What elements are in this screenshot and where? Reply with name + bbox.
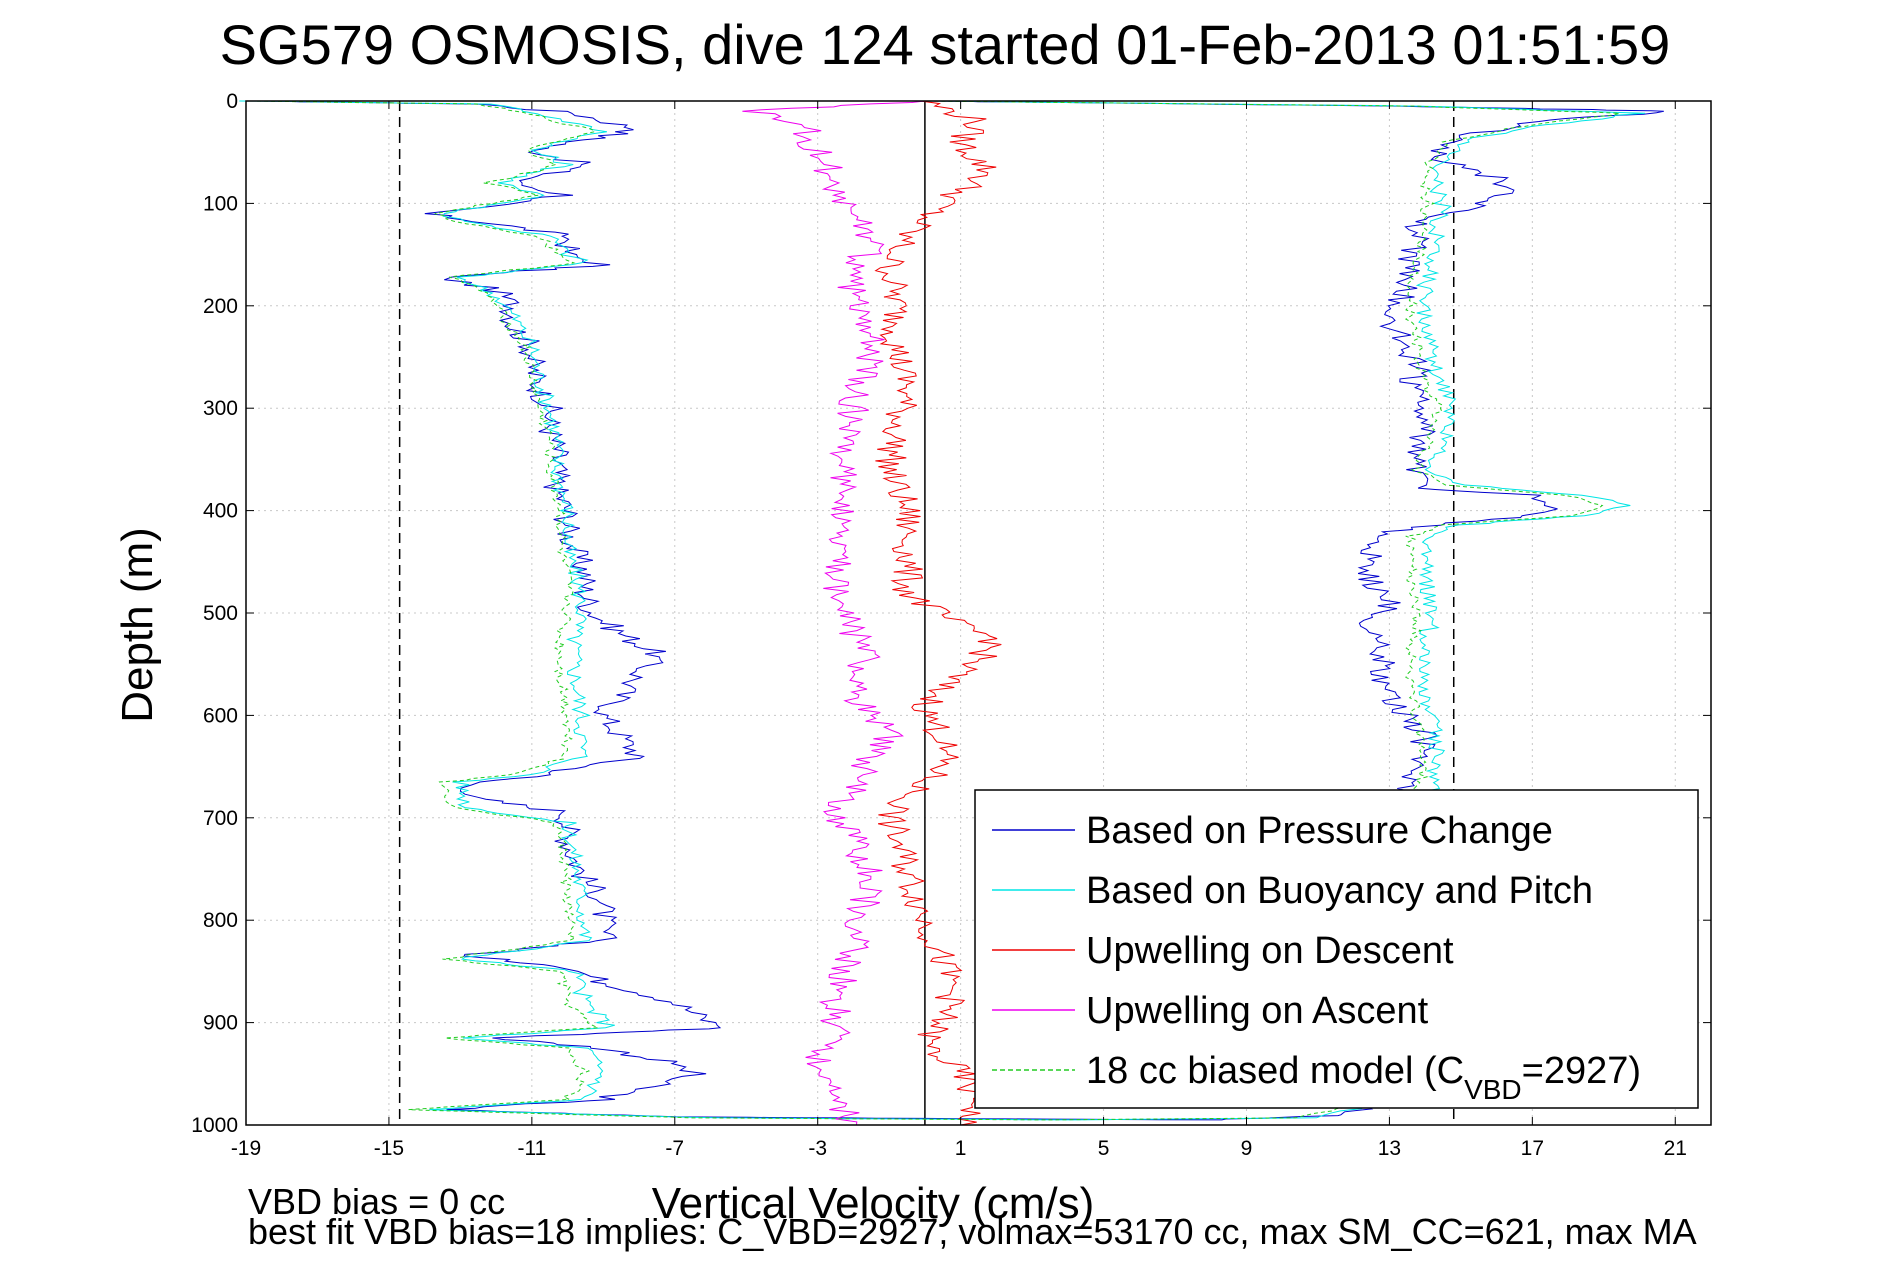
- y-axis-label: Depth (m): [113, 527, 162, 723]
- y-tick-label: 1000: [191, 1114, 238, 1137]
- legend-label: Upwelling on Descent: [1086, 930, 1454, 972]
- x-tick-label: -11: [517, 1137, 546, 1160]
- y-tick-label: 700: [203, 807, 238, 830]
- x-tick-label: -19: [231, 1137, 261, 1160]
- series-line-1: [256, 100, 1664, 1121]
- x-tick-label: 5: [1098, 1137, 1110, 1160]
- legend-label: Based on Pressure Change: [1086, 810, 1553, 852]
- y-tick-label: 600: [203, 704, 238, 727]
- y-tick-label: 800: [203, 909, 238, 932]
- y-tick-label: 500: [203, 602, 238, 625]
- x-axis-ticks: -19 -15 -11 -7 -3 1 5 9 13 17 21: [231, 101, 1687, 1160]
- series-line-4: [742, 100, 925, 1126]
- legend-label: Upwelling on Ascent: [1086, 990, 1429, 1032]
- series-line-5: [249, 100, 1620, 1121]
- x-tick-label: 17: [1521, 1137, 1544, 1160]
- y-axis-ticks: 0 100 200 300 400 500 600 700 800 900 1000: [191, 90, 1711, 1137]
- legend-label: Based on Buoyancy and Pitch: [1086, 870, 1593, 912]
- y-tick-label: 100: [203, 192, 238, 215]
- series-line-3: [874, 100, 1002, 1126]
- x-tick-label: -15: [374, 1137, 404, 1160]
- y-tick-label: 0: [226, 90, 238, 113]
- legend-box: [974, 789, 1699, 1109]
- x-tick-label: -7: [665, 1137, 684, 1160]
- legend: Based on Pressure Change Based on Buoyanc…: [974, 789, 1699, 1109]
- chart-title: SG579 OSMOSIS, dive 124 started 01-Feb-2…: [220, 13, 1671, 76]
- best-fit-note: best fit VBD bias=18 implies: C_VBD=2927…: [248, 1211, 1697, 1252]
- y-tick-label: 200: [203, 295, 238, 318]
- y-tick-label: 400: [203, 500, 238, 523]
- x-tick-label: 13: [1378, 1137, 1401, 1160]
- x-tick-label: 1: [955, 1137, 967, 1160]
- x-axis-label: Vertical Velocity (cm/s): [652, 1179, 1095, 1228]
- x-tick-label: -3: [808, 1137, 827, 1160]
- x-tick-label: 21: [1664, 1137, 1687, 1160]
- x-tick-label: 9: [1241, 1137, 1253, 1160]
- y-tick-label: 300: [203, 397, 238, 420]
- y-tick-label: 900: [203, 1012, 238, 1035]
- vbd-bias-note: VBD bias = 0 cc: [248, 1181, 505, 1222]
- series-layer: [239, 100, 1664, 1126]
- series-line-2: [239, 100, 1646, 1121]
